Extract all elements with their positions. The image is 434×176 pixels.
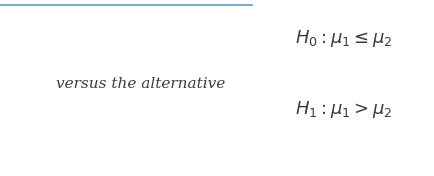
Text: versus the alternative: versus the alternative: [56, 77, 226, 92]
Text: $H_1 : \mu_1 > \mu_2$: $H_1 : \mu_1 > \mu_2$: [295, 99, 392, 120]
Text: $H_0 : \mu_1 \leq \mu_2$: $H_0 : \mu_1 \leq \mu_2$: [295, 28, 392, 49]
